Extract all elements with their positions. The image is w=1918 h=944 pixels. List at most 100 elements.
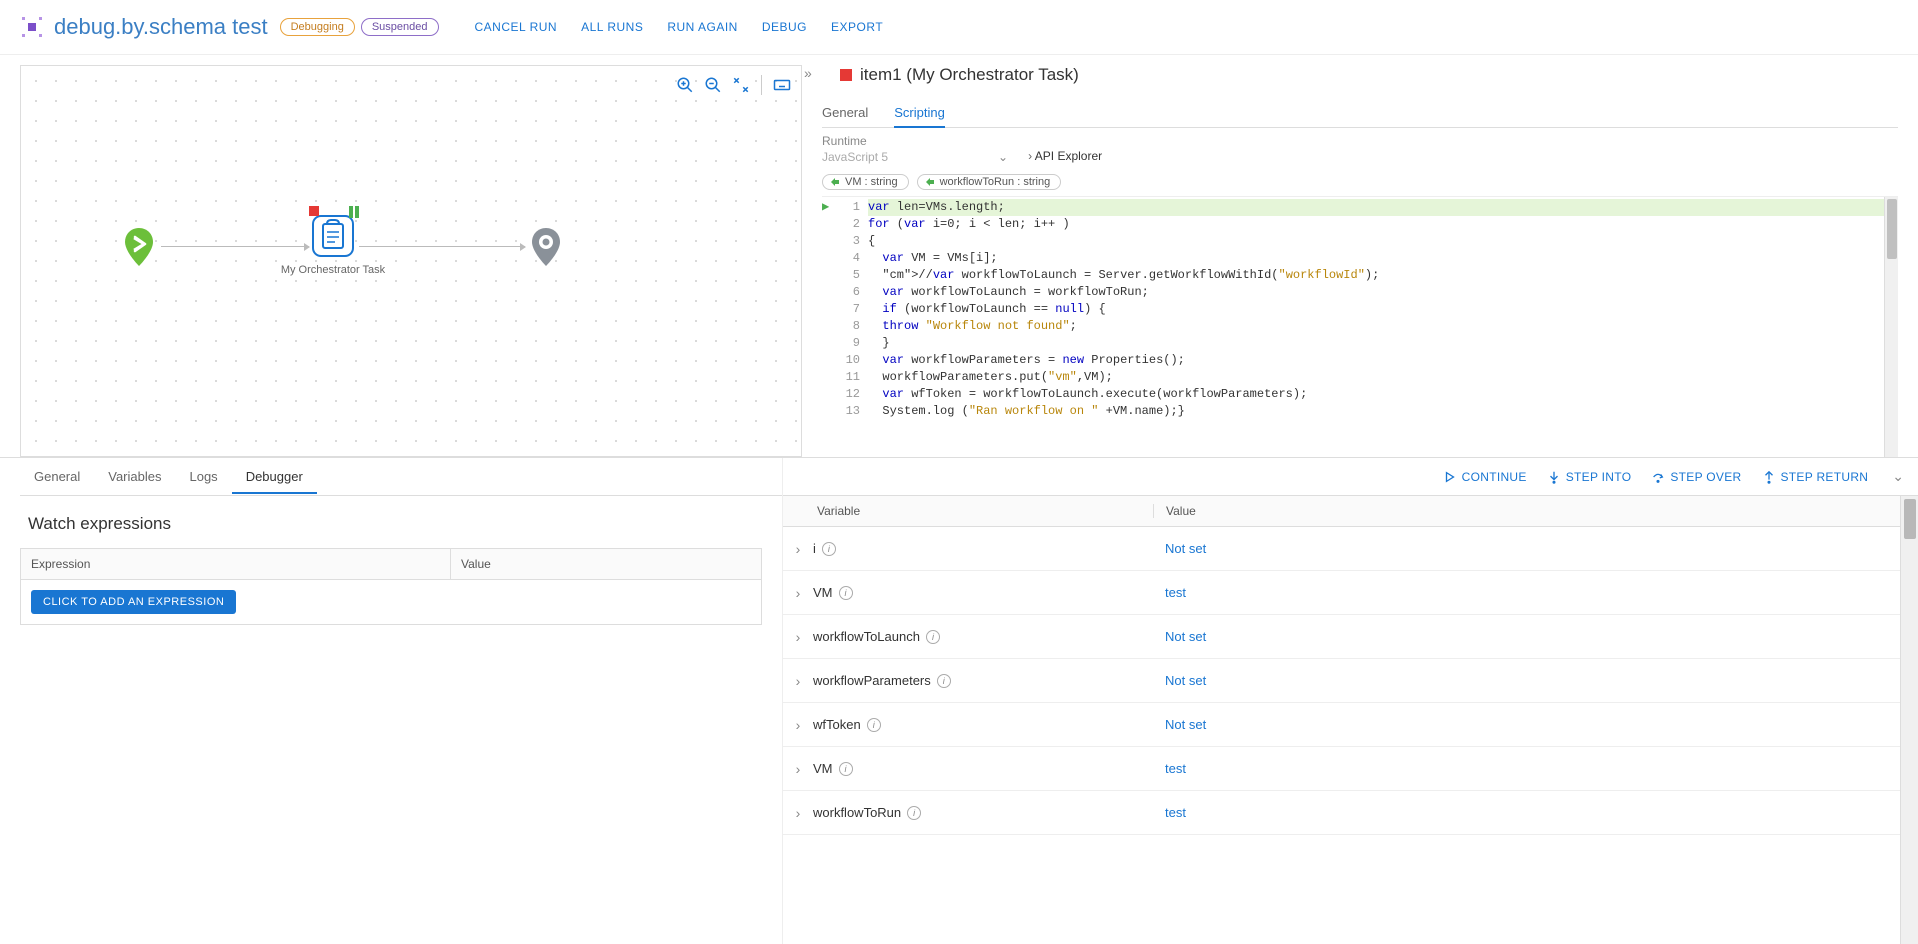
- add-expression-button[interactable]: CLICK TO ADD AN EXPRESSION: [31, 590, 236, 614]
- variable-value: Not set: [1153, 629, 1900, 644]
- item-title: item1 (My Orchestrator Task): [860, 65, 1079, 85]
- edge-start-task: [161, 246, 309, 247]
- task-node[interactable]: My Orchestrator Task: [311, 214, 355, 261]
- debug-link[interactable]: DEBUG: [762, 20, 807, 34]
- run-marker-icon-2: [349, 206, 353, 218]
- detail-tabs: General Scripting: [822, 99, 1898, 128]
- run-marker-icon: [355, 206, 359, 218]
- variables-scrollbar[interactable]: [1900, 496, 1918, 944]
- app-logo: [20, 15, 44, 39]
- chevron-right-icon[interactable]: ›: [783, 585, 813, 601]
- debug-action-bar: CONTINUE STEP INTO STEP OVER STEP RETURN…: [783, 458, 1918, 496]
- info-icon[interactable]: i: [867, 718, 881, 732]
- zoom-in-icon[interactable]: [674, 74, 696, 96]
- watch-title: Watch expressions: [28, 514, 774, 534]
- nav-actions: CANCEL RUN ALL RUNS RUN AGAIN DEBUG EXPO…: [475, 20, 884, 34]
- bottom-left-panel: General Variables Logs Debugger Watch ex…: [0, 458, 782, 944]
- watch-col-expression: Expression: [21, 549, 451, 579]
- editor-scrollbar[interactable]: [1884, 197, 1898, 457]
- fit-screen-icon[interactable]: [730, 74, 752, 96]
- var-col-variable: Variable: [783, 504, 1153, 518]
- task-node-label: My Orchestrator Task: [281, 264, 385, 276]
- cancel-run-link[interactable]: CANCEL RUN: [475, 20, 558, 34]
- step-over-button[interactable]: STEP OVER: [1651, 470, 1741, 484]
- toolbar-separator: [761, 75, 762, 95]
- variable-name: i i: [813, 541, 1153, 556]
- info-icon[interactable]: i: [839, 586, 853, 600]
- variable-row[interactable]: › wfToken i Not set: [783, 703, 1900, 747]
- collapse-panel-icon[interactable]: »: [804, 65, 812, 81]
- variable-row[interactable]: › workflowToRun i test: [783, 791, 1900, 835]
- detail-panel: » item1 (My Orchestrator Task) General S…: [802, 55, 1918, 457]
- btab-variables[interactable]: Variables: [94, 461, 175, 492]
- param-pills: VM : string workflowToRun : string: [822, 170, 1898, 196]
- execution-pointer: ▶: [822, 197, 838, 457]
- step-return-button[interactable]: STEP RETURN: [1762, 470, 1869, 484]
- variable-value: Not set: [1153, 673, 1900, 688]
- variable-row[interactable]: › workflowToLaunch i Not set: [783, 615, 1900, 659]
- variable-name: workflowParameters i: [813, 673, 1153, 688]
- status-badge-debugging: Debugging: [280, 18, 355, 36]
- workflow-canvas[interactable]: My Orchestrator Task: [20, 65, 802, 457]
- status-badge-suspended: Suspended: [361, 18, 439, 36]
- breakpoint-marker: [309, 206, 319, 216]
- chevron-right-icon[interactable]: ›: [783, 761, 813, 777]
- chevron-right-icon[interactable]: ›: [783, 805, 813, 821]
- watch-col-value: Value: [451, 549, 761, 579]
- bottom-right-panel: CONTINUE STEP INTO STEP OVER STEP RETURN…: [782, 458, 1918, 944]
- code-body[interactable]: var len=VMs.length;for (var i=0; i < len…: [868, 197, 1884, 457]
- expand-panel-icon[interactable]: ⌄: [1888, 468, 1908, 485]
- info-icon[interactable]: i: [907, 806, 921, 820]
- tab-scripting[interactable]: Scripting: [894, 99, 945, 128]
- variable-row[interactable]: › i i Not set: [783, 527, 1900, 571]
- variable-value: Not set: [1153, 541, 1900, 556]
- param-pill-workflow[interactable]: workflowToRun : string: [917, 174, 1062, 190]
- var-col-value: Value: [1153, 504, 1900, 518]
- btab-logs[interactable]: Logs: [175, 461, 231, 492]
- line-numbers: 12345678910111213: [838, 197, 868, 457]
- item-status-icon: [840, 69, 852, 81]
- param-pill-vm[interactable]: VM : string: [822, 174, 909, 190]
- variable-value: test: [1153, 585, 1900, 600]
- variable-name: workflowToLaunch i: [813, 629, 1153, 644]
- variables-table: Variable Value › i i Not set› VM i test›…: [783, 496, 1900, 944]
- variable-row[interactable]: › VM i test: [783, 571, 1900, 615]
- start-node[interactable]: [121, 226, 157, 273]
- info-icon[interactable]: i: [822, 542, 836, 556]
- code-editor[interactable]: ▶ 12345678910111213 var len=VMs.length;f…: [822, 196, 1898, 457]
- step-into-button[interactable]: STEP INTO: [1547, 470, 1632, 484]
- info-icon[interactable]: i: [937, 674, 951, 688]
- variable-name: wfToken i: [813, 717, 1153, 732]
- api-explorer-link[interactable]: API Explorer: [1028, 149, 1102, 163]
- variable-value: test: [1153, 805, 1900, 820]
- variable-value: Not set: [1153, 717, 1900, 732]
- variable-value: test: [1153, 761, 1900, 776]
- keyboard-icon[interactable]: [771, 74, 793, 96]
- chevron-right-icon[interactable]: ›: [783, 541, 813, 557]
- end-node[interactable]: [528, 226, 564, 273]
- chevron-right-icon[interactable]: ›: [783, 629, 813, 645]
- variable-name: VM i: [813, 585, 1153, 600]
- variable-name: VM i: [813, 761, 1153, 776]
- btab-general[interactable]: General: [20, 461, 94, 492]
- variable-name: workflowToRun i: [813, 805, 1153, 820]
- page-title: debug.by.schema test: [54, 14, 268, 40]
- variable-row[interactable]: › VM i test: [783, 747, 1900, 791]
- run-again-link[interactable]: RUN AGAIN: [667, 20, 738, 34]
- variable-row[interactable]: › workflowParameters i Not set: [783, 659, 1900, 703]
- btab-debugger[interactable]: Debugger: [232, 461, 317, 494]
- header: debug.by.schema test Debugging Suspended…: [0, 0, 1918, 55]
- continue-button[interactable]: CONTINUE: [1443, 470, 1527, 484]
- watch-table: Expression Value CLICK TO ADD AN EXPRESS…: [20, 548, 762, 625]
- bottom-tabs: General Variables Logs Debugger: [20, 458, 782, 496]
- chevron-right-icon[interactable]: ›: [783, 673, 813, 689]
- zoom-out-icon[interactable]: [702, 74, 724, 96]
- info-icon[interactable]: i: [839, 762, 853, 776]
- runtime-select[interactable]: JavaScript 5⌄: [822, 150, 1008, 164]
- chevron-right-icon[interactable]: ›: [783, 717, 813, 733]
- all-runs-link[interactable]: ALL RUNS: [581, 20, 643, 34]
- canvas-toolbar: [674, 74, 793, 96]
- export-link[interactable]: EXPORT: [831, 20, 883, 34]
- tab-general[interactable]: General: [822, 99, 868, 127]
- info-icon[interactable]: i: [926, 630, 940, 644]
